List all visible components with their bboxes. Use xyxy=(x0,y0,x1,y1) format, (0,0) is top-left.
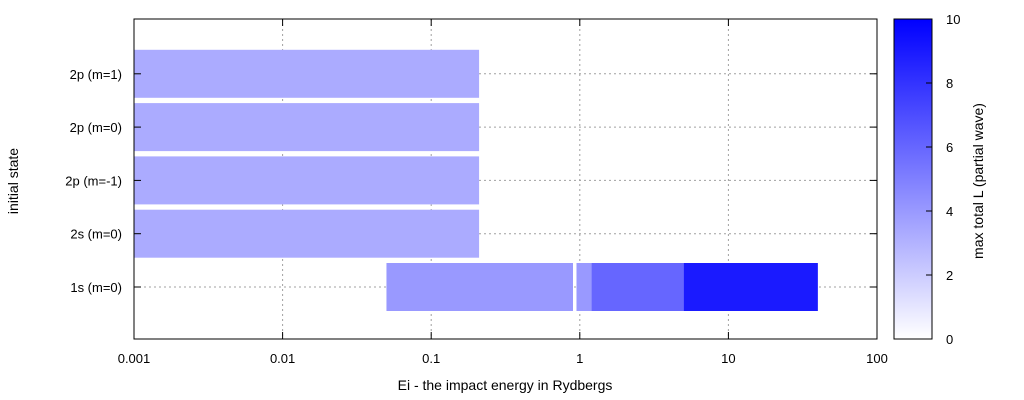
x-axis-ticks: 0.001 0.01 0.1 1 10 100 xyxy=(118,19,888,366)
colorbar-title: max total L (partial wave) xyxy=(970,103,986,259)
x-tick-label: 100 xyxy=(866,351,888,366)
y-tick-label: 2p (m=-1) xyxy=(65,173,122,188)
bar-segment xyxy=(134,103,480,152)
bar-segment xyxy=(134,156,480,205)
y-tick-label: 2s (m=0) xyxy=(70,227,122,242)
bar-segment xyxy=(683,263,818,311)
x-axis-title: Ei - the impact energy in Rydbergs xyxy=(398,377,613,393)
x-tick-label: 0.01 xyxy=(270,351,295,366)
bar-segment xyxy=(134,49,480,98)
y-axis-title: initial state xyxy=(5,148,21,214)
colorbar-ticks: 0 2 4 6 8 10 xyxy=(926,12,960,347)
y-tick-label: 1s (m=0) xyxy=(70,280,122,295)
bar-segments xyxy=(134,49,818,311)
y-tick-label: 2p (m=1) xyxy=(70,67,122,82)
colorbar-tick-label: 10 xyxy=(946,12,960,27)
plot-frame xyxy=(133,18,878,340)
x-tick-label: 0.1 xyxy=(422,351,440,366)
x-tick-label: 0.001 xyxy=(118,351,151,366)
colorbar-tick-label: 0 xyxy=(946,332,953,347)
bar-segment xyxy=(576,263,592,311)
x-tick-label: 10 xyxy=(721,351,735,366)
y-tick-label: 2p (m=0) xyxy=(70,120,122,135)
y-axis-ticks: 1s (m=0) 2s (m=0) 2p (m=-1) 2p (m=0) 2p (m=1… xyxy=(65,67,877,295)
colorbar xyxy=(893,18,933,340)
bar-segment xyxy=(134,209,480,258)
bar-segment xyxy=(386,263,574,311)
bar-segment xyxy=(591,263,684,311)
colorbar-tick-label: 2 xyxy=(946,268,953,283)
colorbar-tick-label: 6 xyxy=(946,140,953,155)
colorbar-tick-label: 8 xyxy=(946,76,953,91)
colorbar-tick-label: 4 xyxy=(946,204,953,219)
x-tick-label: 1 xyxy=(576,351,583,366)
